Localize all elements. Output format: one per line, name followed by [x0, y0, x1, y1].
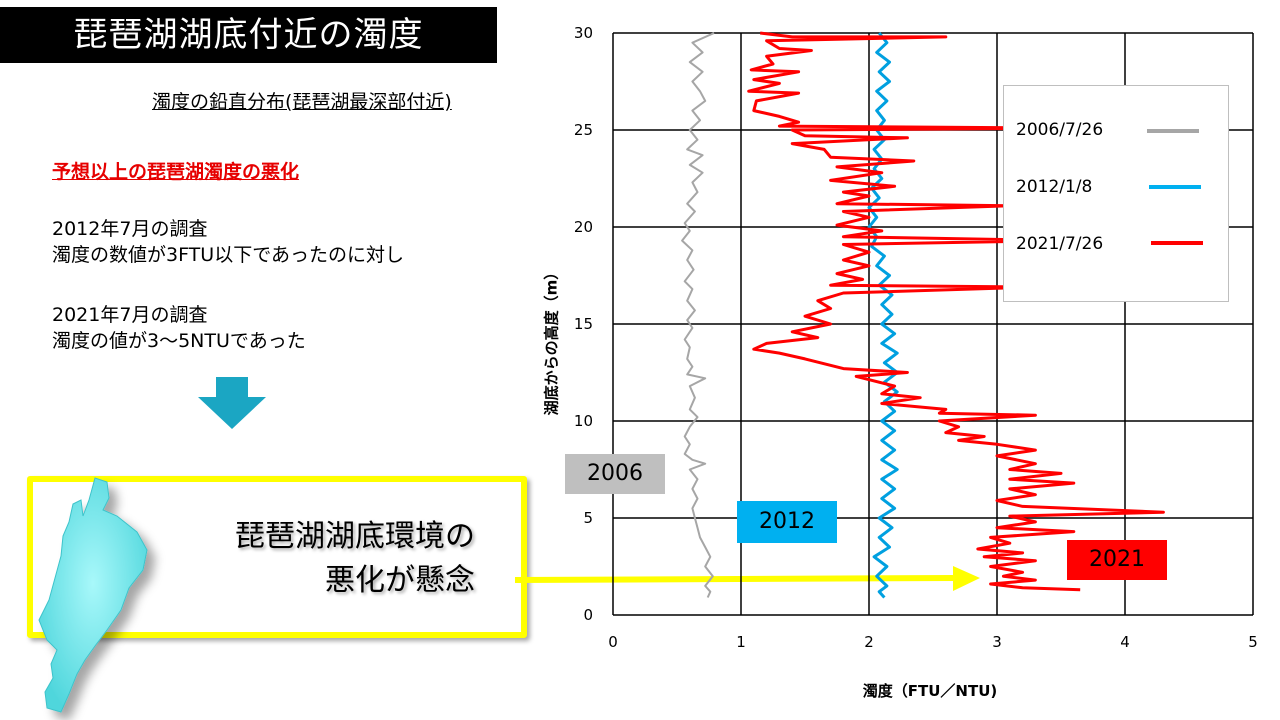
- x-tick-2: 2: [864, 633, 874, 651]
- survey-2012-detail: 濁度の数値が3FTU以下であったのに対し: [52, 244, 405, 266]
- right-arrow-icon: [515, 566, 980, 591]
- y-tick-5: 5: [583, 509, 593, 527]
- slide-title: 琵琶湖湖底付近の濁度: [0, 7, 497, 63]
- conclusion-line-1: 琵琶湖湖底環境の: [235, 519, 475, 554]
- series-line-2012: [867, 32, 899, 599]
- y-axis-label: 湖底からの高度（m）: [542, 264, 561, 416]
- x-tick-0: 0: [608, 633, 618, 651]
- y-tick-15: 15: [573, 315, 593, 333]
- y-tick-25: 25: [573, 121, 593, 139]
- survey-2021-detail: 濁度の値が3〜5NTUであった: [52, 330, 306, 352]
- x-tick-4: 4: [1120, 633, 1130, 651]
- survey-2021-text: 2021年7月の調査 濁度の値が3〜5NTUであった: [52, 302, 306, 354]
- series-tag-2006: 2006: [565, 454, 665, 494]
- x-tick-3: 3: [992, 633, 1002, 651]
- conclusion-line-2: 悪化が懸念: [325, 563, 475, 598]
- legend-swatch-2021: [1151, 241, 1203, 245]
- series-line-2021: [747, 31, 1165, 592]
- y-tick-20: 20: [573, 218, 593, 236]
- turbidity-chart: [612, 31, 1254, 616]
- x-tick-1: 1: [736, 633, 746, 651]
- legend-label-2021: 2021/7/26: [1016, 234, 1104, 254]
- highlight-heading: 予想以上の琵琶湖濁度の悪化: [52, 161, 300, 183]
- series-tag-2012: 2012: [737, 501, 837, 543]
- y-tick-10: 10: [573, 412, 593, 430]
- x-axis-label: 濁度（FTU／NTU): [862, 682, 998, 700]
- series-tag-2021: 2021: [1067, 540, 1167, 580]
- chart-series: [681, 31, 1165, 599]
- legend-swatch-2006: [1147, 129, 1199, 133]
- conclusion-text: 琵琶湖湖底環境の 悪化が懸念: [165, 515, 475, 603]
- survey-2021-heading: 2021年7月の調査: [52, 304, 208, 326]
- series-line-2006: [681, 32, 715, 598]
- legend-label-2006: 2006/7/26: [1016, 120, 1104, 140]
- chart-legend: 2006/7/26 2012/1/8 2021/7/26: [1003, 85, 1229, 302]
- y-tick-30: 30: [573, 24, 593, 42]
- down-arrow-icon: [198, 377, 266, 429]
- survey-2012-text: 2012年7月の調査 濁度の数値が3FTU以下であったのに対し: [52, 216, 404, 268]
- x-tick-5: 5: [1248, 633, 1258, 651]
- legend-swatch-2012: [1149, 185, 1201, 189]
- y-tick-0: 0: [583, 606, 593, 624]
- legend-label-2012: 2012/1/8: [1016, 177, 1093, 197]
- chart-caption: 濁度の鉛直分布(琵琶湖最深部付近): [152, 91, 452, 113]
- lake-biwa-map-icon: [38, 477, 148, 713]
- survey-2012-heading: 2012年7月の調査: [52, 218, 208, 240]
